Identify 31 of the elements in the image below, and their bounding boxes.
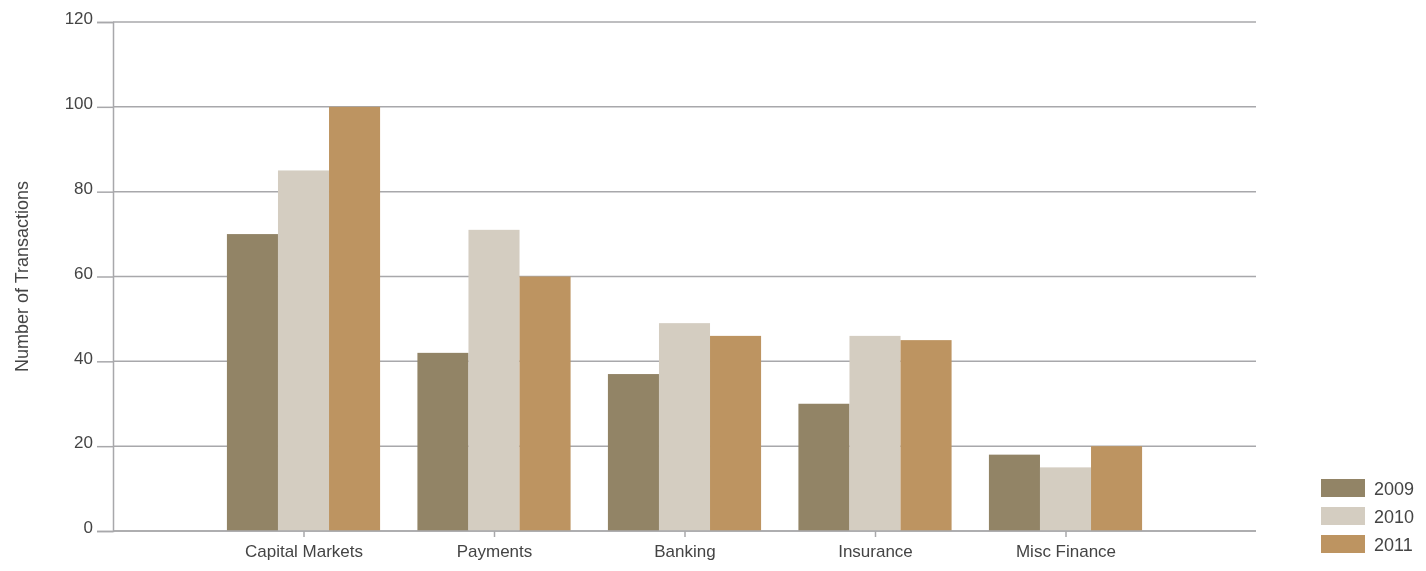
x-tick-label: Capital Markets [244, 542, 364, 562]
bar [1091, 446, 1143, 531]
bar [329, 106, 381, 531]
bar [988, 454, 1040, 531]
bar [519, 276, 571, 531]
y-tick-label: 120 [64, 9, 93, 29]
bar [849, 335, 901, 531]
y-tick-label: 80 [74, 178, 93, 198]
bar [798, 403, 850, 531]
y-tick-label: 20 [74, 433, 93, 453]
x-tick-label: Payments [456, 542, 533, 562]
x-tick-label: Banking [654, 542, 716, 562]
y-tick-label: 0 [83, 518, 93, 538]
bar [417, 352, 469, 531]
bar [607, 374, 659, 531]
x-tick-label: Misc Finance [1015, 542, 1117, 562]
bar [900, 340, 952, 531]
legend-label: 2011 [1374, 535, 1413, 555]
y-tick-label: 100 [64, 94, 93, 114]
y-tick-label: 40 [74, 348, 93, 368]
bar [1039, 467, 1092, 531]
x-tick-label: Insurance [838, 542, 913, 562]
bar [468, 229, 520, 531]
y-axis-title: Number of Transactions [12, 180, 32, 373]
y-tick-label: 60 [74, 263, 93, 283]
bar [710, 335, 762, 531]
bar [658, 323, 711, 531]
legend-label: 2010 [1374, 507, 1415, 527]
legend-label: 2009 [1374, 479, 1415, 499]
bar [226, 234, 278, 531]
bar [277, 170, 330, 531]
